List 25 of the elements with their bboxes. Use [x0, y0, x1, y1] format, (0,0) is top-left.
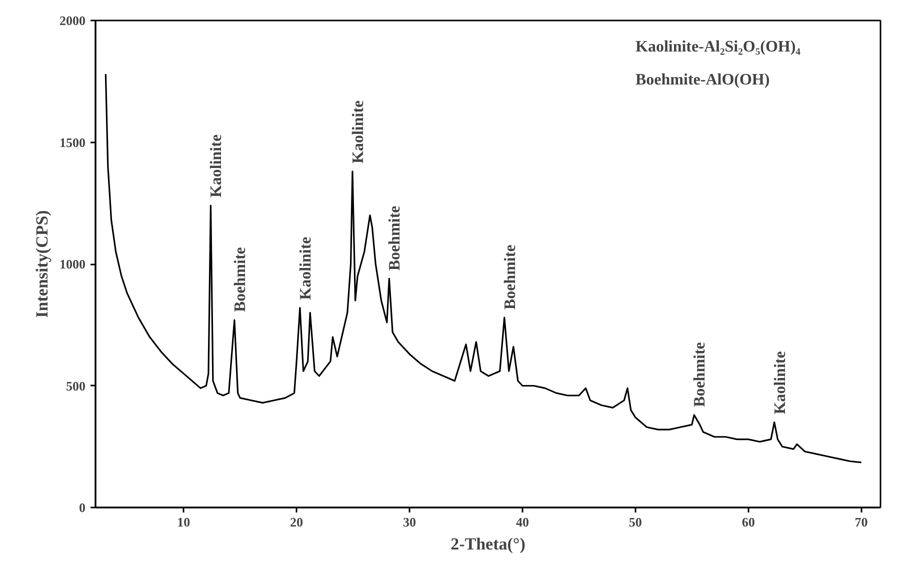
annotation: Kaolinite-Al₂Si₂O₅(OH)₄	[636, 38, 801, 56]
y-tick-label: 0	[79, 500, 86, 515]
x-tick-label: 10	[177, 514, 190, 530]
x-tick-label: 60	[742, 514, 755, 530]
x-tick-label: 20	[290, 514, 304, 530]
y-tick-label: 500	[66, 378, 86, 394]
annotation: Boehmite	[232, 247, 249, 312]
line-series	[104, 73, 862, 464]
y-tick-label: 1000	[60, 256, 86, 272]
annotation: Kaolinite	[350, 100, 367, 164]
annotation: Boehmite	[692, 342, 709, 407]
x-axis-title: 2-Theta(°)	[450, 534, 526, 554]
x-tick-label: 30	[403, 514, 416, 530]
x-tick-label: 40	[516, 514, 529, 530]
x-tick-label: 50	[628, 514, 642, 530]
x-tick-label: 70	[854, 514, 868, 530]
y-axis-title: Intensity(CPS)	[32, 210, 52, 318]
annotation: Kaolinite	[772, 351, 789, 414]
annotation: Kaolinite	[297, 236, 314, 300]
annotation: Boehmite	[502, 244, 519, 310]
annotation: Boehmite	[386, 206, 404, 271]
y-tick-label: 1500	[60, 134, 86, 150]
annotation: Boehmite-AlO(OH)	[636, 72, 770, 88]
y-tick-label: 2000	[60, 13, 86, 28]
annotation: Kaolinite	[208, 134, 226, 198]
